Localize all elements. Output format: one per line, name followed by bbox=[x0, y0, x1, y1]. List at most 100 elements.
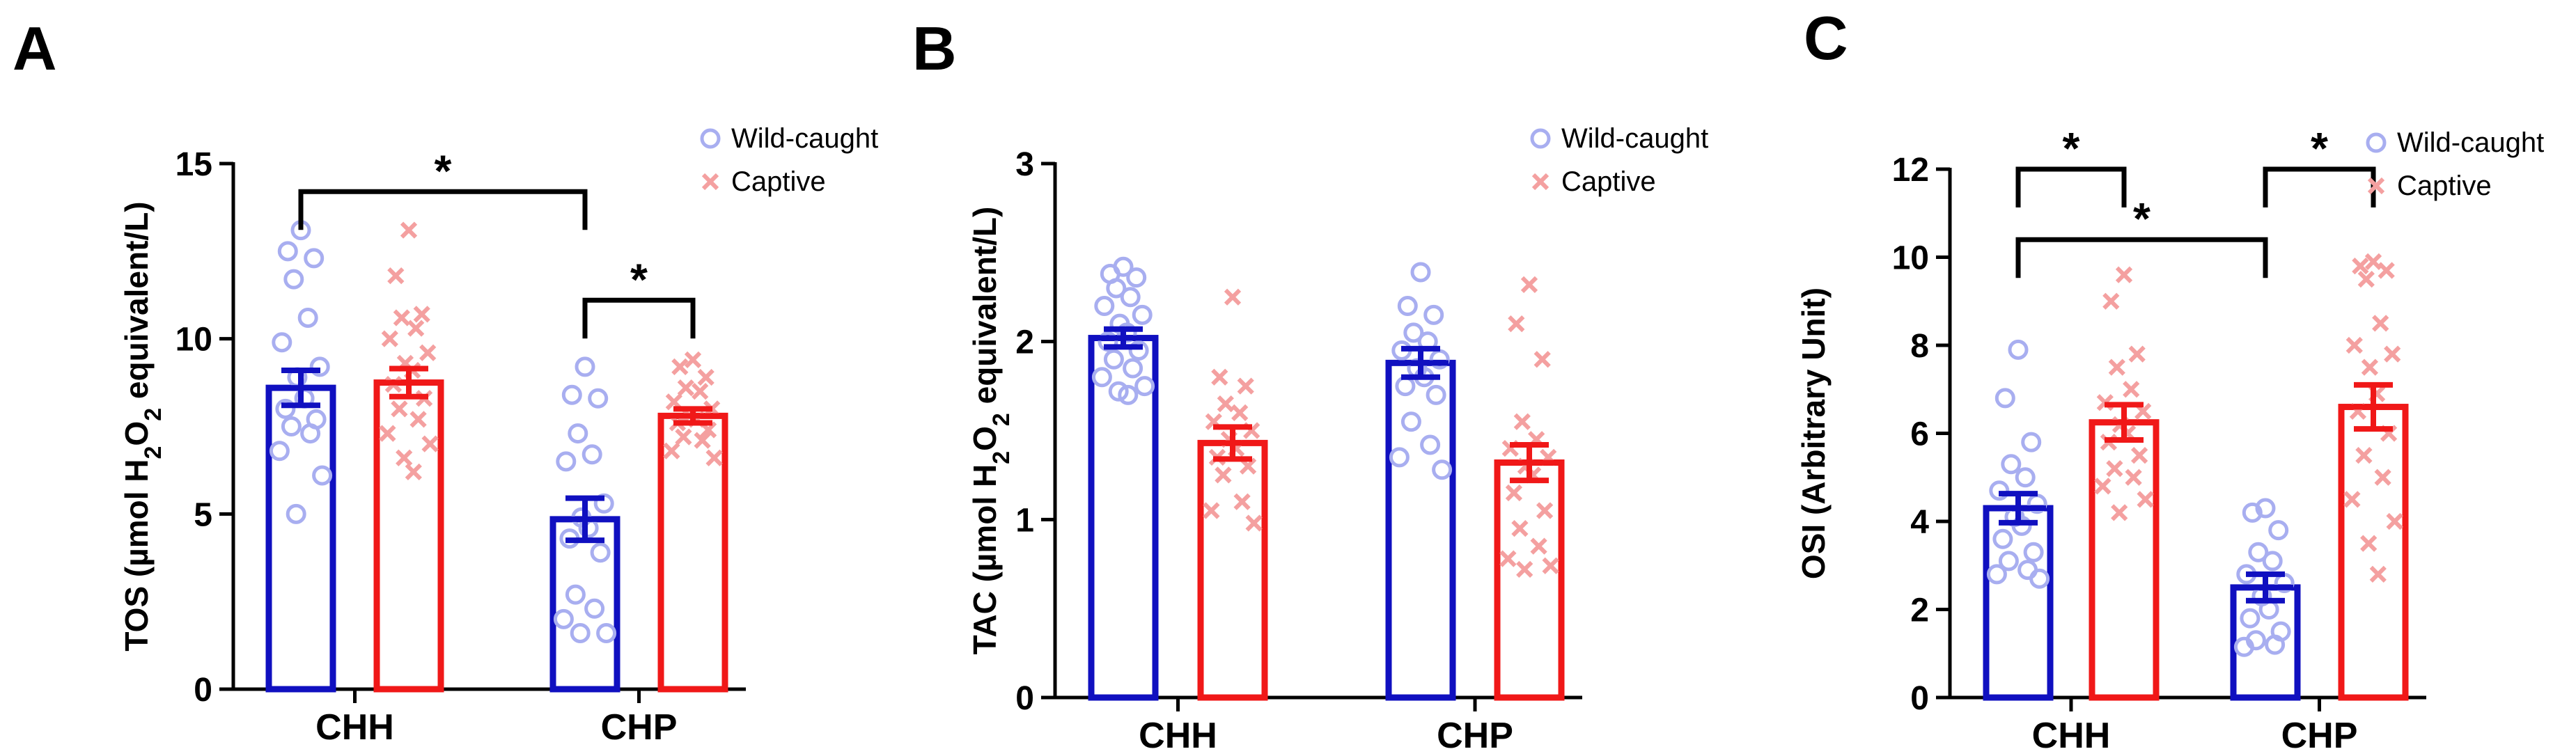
data-point bbox=[304, 248, 325, 269]
data-point bbox=[1245, 514, 1263, 532]
panel-A: A TOS (µmol H2O2 equivalent/L) 0 5 10 15 CHH CH… bbox=[13, 14, 878, 748]
data-point bbox=[405, 463, 422, 481]
x-category-label: CHP bbox=[1437, 716, 1513, 756]
data-point bbox=[286, 503, 306, 524]
significance-bracket: * bbox=[582, 254, 696, 339]
data-point bbox=[590, 542, 611, 563]
data-point bbox=[1233, 493, 1251, 510]
y-tick-label: 10 bbox=[1892, 240, 1929, 277]
data-point bbox=[1410, 262, 1431, 283]
y-tick-label: 12 bbox=[1892, 152, 1929, 189]
data-point bbox=[596, 622, 617, 643]
panel-letter: A bbox=[13, 14, 57, 83]
data-point bbox=[2108, 359, 2125, 376]
x-category-label: CHP bbox=[601, 707, 678, 748]
data-point bbox=[300, 423, 321, 444]
bar bbox=[373, 379, 444, 693]
data-point bbox=[1426, 384, 1446, 405]
bar bbox=[1385, 359, 1456, 701]
data-point bbox=[1989, 480, 2010, 501]
data-point bbox=[1224, 288, 1242, 306]
legend-label: Captive bbox=[731, 166, 826, 197]
panel-C: C OSI (Arbitrary Unit) 0 2 4 6 8 10 12 CHH CHP * * * W… bbox=[1795, 3, 2544, 756]
data-point bbox=[1420, 434, 1441, 455]
data-point bbox=[561, 384, 582, 405]
data-point bbox=[553, 608, 574, 629]
data-point bbox=[393, 309, 410, 326]
data-point bbox=[2029, 568, 2050, 589]
data-point bbox=[2352, 258, 2369, 275]
data-point bbox=[281, 416, 302, 436]
y-tick-label: 5 bbox=[194, 496, 212, 533]
data-point bbox=[2378, 262, 2395, 279]
legend-label: Wild-caught bbox=[2397, 127, 2544, 158]
data-point bbox=[2374, 468, 2391, 486]
data-point bbox=[1995, 388, 2015, 409]
legend: Wild-caught Captive bbox=[1530, 123, 1708, 197]
data-point bbox=[2130, 447, 2148, 464]
data-point bbox=[1094, 296, 1115, 317]
error-bar bbox=[2345, 381, 2401, 432]
legend-marker-captive bbox=[2367, 177, 2385, 195]
data-point bbox=[1432, 459, 1453, 480]
significance-star: * bbox=[435, 145, 452, 196]
data-point bbox=[421, 435, 439, 452]
data-point bbox=[556, 451, 577, 472]
data-point bbox=[2137, 491, 2154, 508]
data-point bbox=[697, 368, 715, 386]
data-point bbox=[1508, 315, 1525, 333]
data-point bbox=[1123, 358, 1143, 379]
data-point bbox=[1511, 519, 1529, 537]
legend-label: Wild-caught bbox=[731, 123, 878, 154]
y-axis-title: TOS (µmol H2O2 equivalent/L) bbox=[118, 201, 166, 651]
data-point bbox=[396, 449, 413, 466]
data-point bbox=[277, 241, 298, 262]
data-point bbox=[1120, 287, 1141, 308]
data-point bbox=[2384, 345, 2401, 363]
data-point bbox=[2265, 634, 2286, 655]
data-point bbox=[588, 388, 609, 409]
data-point bbox=[2364, 253, 2382, 270]
data-point bbox=[2001, 454, 2022, 475]
data-point bbox=[2240, 608, 2261, 629]
legend-marker-captive bbox=[701, 173, 719, 191]
series-captive bbox=[2089, 253, 2409, 701]
data-point bbox=[1103, 349, 1124, 370]
significance-star: * bbox=[630, 254, 648, 304]
x-category-label: CHH bbox=[1139, 716, 1217, 756]
data-point bbox=[1126, 267, 1147, 288]
data-point bbox=[1231, 404, 1249, 422]
data-point bbox=[2023, 542, 2044, 562]
data-point bbox=[2343, 491, 2361, 508]
bar bbox=[2338, 404, 2409, 701]
data-point bbox=[2262, 551, 2283, 572]
significance-bracket: * bbox=[2015, 194, 2268, 278]
data-point bbox=[663, 442, 680, 459]
data-point bbox=[2115, 266, 2133, 283]
data-point bbox=[2361, 359, 2379, 376]
data-point bbox=[387, 267, 405, 285]
data-point bbox=[581, 444, 602, 465]
panel-B: B TAC (µmol H2O2 equivalent/L)0 1 2 3 CHH CHP W… bbox=[912, 14, 1708, 756]
series-captive bbox=[373, 221, 728, 693]
data-point bbox=[1513, 413, 1531, 430]
data-point bbox=[2015, 467, 2036, 488]
data-point bbox=[2011, 515, 2032, 536]
legend-label: Captive bbox=[2397, 171, 2492, 201]
y-axis-title: TAC (µmol H2O2 equivalent/L) bbox=[967, 207, 1015, 655]
legend-marker-wild bbox=[1530, 128, 1551, 149]
error-bar bbox=[665, 406, 721, 426]
data-point bbox=[309, 356, 330, 377]
data-point bbox=[269, 441, 290, 462]
bar bbox=[1197, 439, 1268, 701]
data-point bbox=[2233, 636, 2254, 657]
error-bar bbox=[381, 365, 437, 400]
data-point bbox=[1091, 367, 1112, 388]
significance-star: * bbox=[2133, 194, 2150, 244]
data-point bbox=[1423, 304, 1444, 325]
legend-label: Wild-caught bbox=[1561, 123, 1708, 154]
data-point bbox=[312, 465, 333, 486]
panel-letter: C bbox=[1804, 3, 1848, 72]
y-tick-label: 8 bbox=[1910, 328, 1929, 365]
